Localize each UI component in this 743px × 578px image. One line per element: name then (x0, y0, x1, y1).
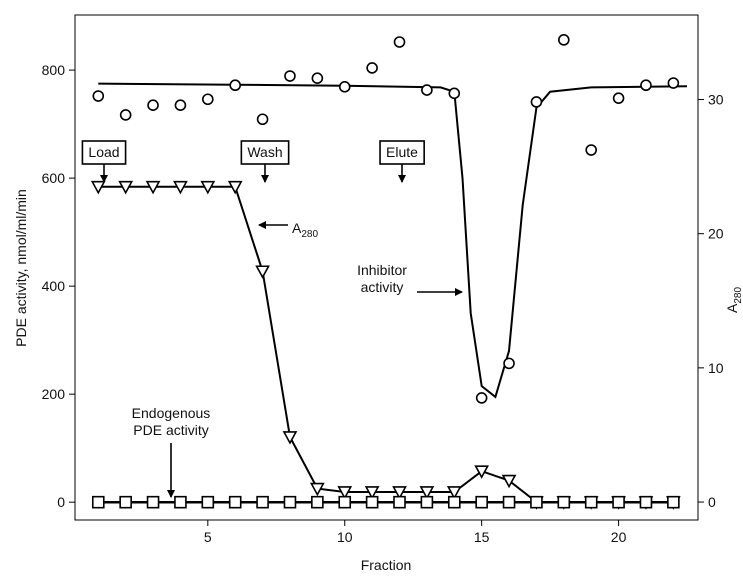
x-tick-label: 15 (474, 529, 490, 545)
y2-tick-label: 0 (708, 494, 716, 510)
triangle-marker (282, 431, 298, 445)
square-marker (475, 495, 488, 509)
triangle-marker (255, 265, 270, 279)
circle-marker (202, 93, 214, 106)
circle-marker (667, 77, 680, 89)
square-marker (338, 495, 352, 509)
triangle-marker (337, 486, 353, 500)
triangle-marker (200, 180, 216, 195)
square-marker (667, 495, 680, 509)
square-marker (502, 495, 516, 509)
circle-marker (174, 99, 187, 111)
circle-marker (366, 62, 378, 74)
triangle-marker (145, 180, 161, 195)
annotation-main: A (292, 220, 302, 236)
triangle-marker (173, 180, 188, 195)
triangle-marker (364, 486, 380, 500)
square-marker (146, 495, 160, 509)
circle-marker (585, 144, 598, 156)
triangle-marker (446, 486, 462, 500)
y2-tick-label: 30 (708, 92, 724, 108)
plot-frame (74, 14, 699, 521)
circle-marker (256, 113, 269, 126)
triangle-marker (392, 486, 407, 500)
y2-axis-label: A280 (724, 287, 743, 313)
annotation: A280 (292, 220, 318, 240)
annotation-line: Wash (247, 144, 282, 160)
fit-curve (98, 82, 688, 399)
circle-marker (284, 70, 296, 82)
circle-marker (229, 79, 241, 92)
triangle-marker (118, 180, 134, 195)
triangle-marker (501, 474, 517, 489)
y-axis-label: PDE activity, nmol/ml/min (13, 189, 29, 347)
triangle-marker (419, 486, 435, 500)
y-tick-label: 0 (57, 494, 65, 510)
circle-marker (558, 34, 570, 46)
square-marker (420, 495, 434, 509)
annotation-line: activity (361, 279, 404, 295)
square-marker (283, 495, 297, 509)
square-marker (228, 495, 242, 509)
annotation-line: Elute (386, 144, 418, 160)
square-marker (447, 495, 461, 509)
circle-marker (393, 36, 406, 48)
triangle-marker (474, 465, 490, 479)
y-tick-label: 400 (42, 278, 66, 294)
series-line (98, 185, 674, 503)
y2-tick-label: 20 (708, 226, 724, 242)
square-marker (530, 495, 543, 509)
circle-marker (448, 87, 461, 100)
y2-axis-label-sub: 280 (733, 287, 743, 304)
square-marker (393, 495, 406, 509)
x-tick-label: 5 (204, 529, 212, 545)
annotation: Endogenous PDE activity (132, 405, 211, 438)
x-tick-label: 10 (337, 529, 353, 545)
circle-marker (92, 90, 105, 102)
circle-marker (147, 99, 159, 111)
circle-marker (311, 72, 324, 84)
circle-marker (640, 79, 652, 92)
circle-marker (421, 84, 433, 96)
square-marker (174, 495, 187, 509)
triangle-marker (90, 180, 106, 195)
square-marker (201, 495, 215, 509)
circle-marker (475, 392, 488, 404)
square-marker (612, 495, 625, 509)
square-marker (365, 495, 379, 509)
circle-marker (612, 92, 625, 104)
y-tick-label: 600 (42, 170, 66, 186)
square-marker (557, 495, 571, 509)
circle-marker (119, 109, 132, 121)
circle-marker (530, 96, 543, 108)
square-marker (119, 495, 132, 509)
annotation: Load (88, 144, 119, 160)
square-marker (584, 495, 598, 509)
y-tick-label: 200 (42, 386, 66, 402)
y2-tick-label: 10 (708, 360, 724, 376)
x-tick-label: 20 (611, 529, 627, 545)
circle-marker (338, 81, 351, 93)
y-tick-label: 800 (42, 62, 66, 78)
annotation-sub: 280 (301, 229, 318, 240)
annotation-line: Inhibitor (357, 262, 407, 278)
triangle-marker (227, 180, 243, 195)
annotation: Inhibitor activity (357, 262, 407, 295)
annotation-line: Endogenous (132, 405, 211, 421)
square-marker (256, 495, 269, 509)
square-marker (311, 495, 324, 509)
square-marker (639, 495, 653, 509)
x-axis-label: Fraction (361, 557, 412, 573)
annotation-line: PDE activity (133, 422, 208, 438)
annotation-line: Load (88, 144, 119, 160)
triangle-marker (310, 482, 325, 497)
annotation: Wash (247, 144, 282, 160)
y2-axis-label-main: A (724, 303, 740, 313)
square-marker (91, 495, 105, 509)
circle-marker (503, 357, 515, 370)
annotation: Elute (386, 144, 418, 160)
